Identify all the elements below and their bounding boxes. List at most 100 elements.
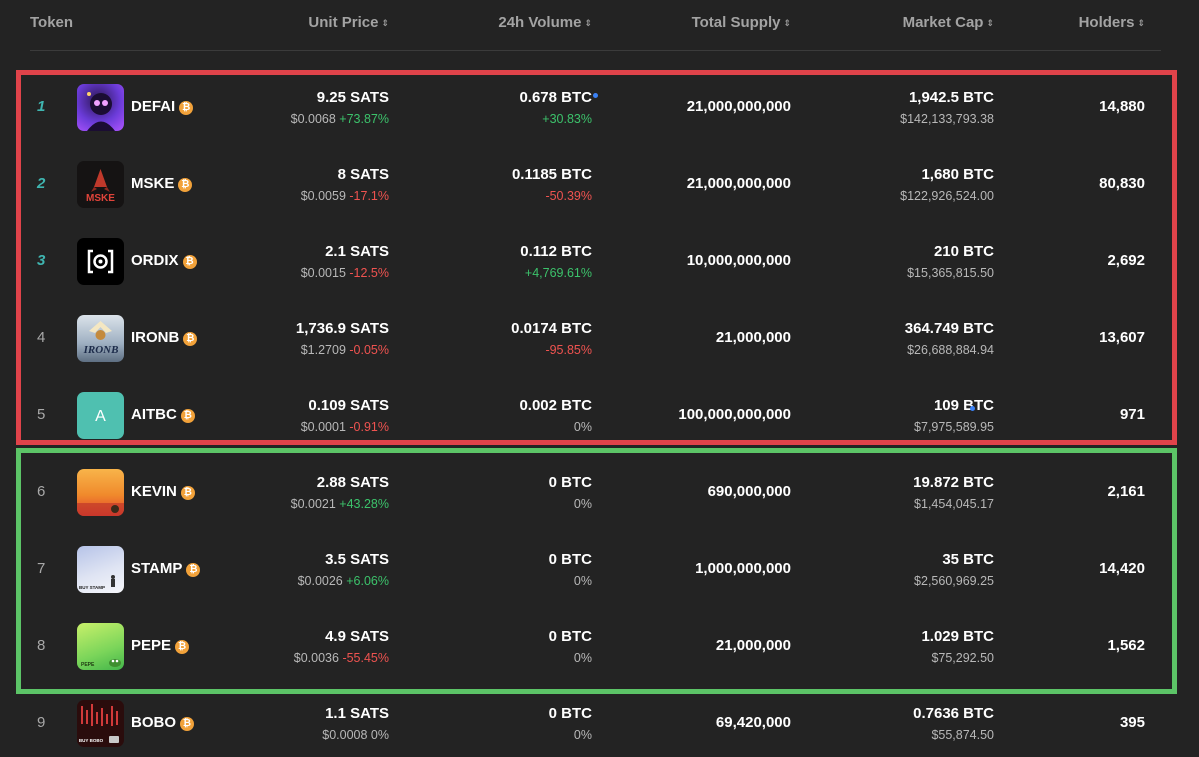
token-name[interactable]: ORDIX ₿ [131, 252, 197, 269]
volume-cell: 0 BTC 0% [548, 705, 592, 742]
unit-price-cell: 0.109 SATS $0.0001 -0.91% [300, 397, 389, 434]
stamp-logo-icon: BUY STAMP [77, 546, 124, 593]
sort-icon: ⇕ [783, 18, 791, 28]
bitcoin-icon: ₿ [180, 409, 195, 423]
sort-icon: ⇕ [584, 18, 592, 28]
rank: 6 [37, 483, 46, 500]
rank: 2 [37, 175, 46, 192]
defai-logo-icon [77, 84, 124, 131]
volume-cell: 0.678 BTC +30.83% [519, 89, 592, 126]
table-row[interactable]: 8 PEPE PEPE ₿ 4.9 SATS $0.0036 -55.45% 0 … [0, 608, 1199, 685]
header-token: Token [30, 14, 74, 31]
svg-text:BUY BOBO: BUY BOBO [79, 738, 104, 743]
sort-icon: ⇕ [986, 18, 994, 28]
market-cap-cell: 35 BTC $2,560,969.25 [914, 551, 994, 588]
volume-cell: 0.1185 BTC -50.39% [511, 166, 592, 203]
table-header: Token Unit Price ⇕ 24h Volume ⇕ Total Supp… [0, 0, 1199, 50]
header-volume-sort[interactable]: 24h Volume ⇕ [498, 14, 592, 31]
market-cap-cell: 1.029 BTC $75,292.50 [921, 628, 994, 665]
table-row[interactable]: 3 ORDIX ₿ 2.1 SATS $0.0015 -12.5% 0.112 B… [0, 223, 1199, 300]
volume-cell: 0 BTC 0% [548, 551, 592, 588]
bitcoin-icon: ₿ [180, 486, 195, 500]
bitcoin-icon: ₿ [182, 255, 197, 269]
rank: 1 [37, 98, 46, 115]
unit-price-cell: 1.1 SATS $0.0008 0% [322, 705, 389, 742]
header-divider [30, 50, 1161, 51]
holders: 395 [1119, 714, 1145, 731]
total-supply: 10,000,000,000 [686, 252, 791, 269]
svg-text:IRONB: IRONB [83, 344, 119, 356]
volume-cell: 0 BTC 0% [548, 628, 592, 665]
holders: 971 [1119, 406, 1145, 423]
bitcoin-icon: ₿ [178, 178, 193, 192]
svg-text:A: A [95, 408, 106, 425]
bobo-logo-icon: BUY BOBO [77, 700, 124, 747]
token-name[interactable]: BOBO ₿ [131, 714, 194, 731]
market-cap-cell: 1,942.5 BTC $142,133,793.38 [900, 89, 994, 126]
total-supply: 100,000,000,000 [678, 406, 791, 423]
rank: 8 [37, 637, 46, 654]
unit-price-cell: 3.5 SATS $0.0026 +6.06% [297, 551, 389, 588]
holders: 80,830 [1099, 175, 1145, 192]
indicator-dot [593, 93, 598, 98]
holders: 13,607 [1099, 329, 1145, 346]
sort-icon: ⇕ [381, 18, 389, 28]
aitbc-logo-icon: A [77, 392, 124, 439]
rank: 9 [37, 714, 46, 731]
unit-price-cell: 2.88 SATS $0.0021 +43.28% [290, 474, 389, 511]
holders: 1,562 [1107, 637, 1145, 654]
total-supply: 21,000,000,000 [686, 98, 791, 115]
total-supply: 1,000,000,000 [695, 560, 791, 577]
volume-cell: 0 BTC 0% [548, 474, 592, 511]
unit-price-cell: 4.9 SATS $0.0036 -55.45% [293, 628, 389, 665]
bitcoin-icon: ₿ [175, 640, 190, 654]
table-row[interactable]: 7 BUY STAMP STAMP ₿ 3.5 SATS $0.0026 +6.0… [0, 531, 1199, 608]
volume-cell: 0.002 BTC 0% [519, 397, 592, 434]
market-cap-cell: 1,680 BTC $122,926,524.00 [900, 166, 994, 203]
token-list: 1 DEFAI ₿ 9.25 SATS $0.0068 +73.87% 0.678… [0, 69, 1199, 757]
header-holders-sort[interactable]: Holders ⇕ [1078, 14, 1145, 31]
bitcoin-icon: ₿ [180, 717, 194, 731]
bitcoin-icon: ₿ [186, 563, 201, 577]
bitcoin-icon: ₿ [179, 101, 194, 115]
rank: 7 [37, 560, 46, 577]
svg-text:MSKE: MSKE [86, 193, 115, 204]
table-row[interactable]: 1 DEFAI ₿ 9.25 SATS $0.0068 +73.87% 0.678… [0, 69, 1199, 146]
total-supply: 21,000,000 [715, 637, 791, 654]
holders: 14,880 [1099, 98, 1145, 115]
volume-cell: 0.112 BTC +4,769.61% [520, 243, 592, 280]
svg-text:BUY STAMP: BUY STAMP [79, 585, 105, 590]
token-name[interactable]: PEPE ₿ [131, 637, 190, 654]
table-row[interactable]: 9 BUY BOBO BOBO ₿ 1.1 SATS $0.0008 0% [0, 685, 1199, 757]
token-name[interactable]: KEVIN ₿ [131, 483, 195, 500]
token-name[interactable]: DEFAI ₿ [131, 98, 194, 115]
header-unit-price-sort[interactable]: Unit Price ⇕ [308, 14, 389, 31]
svg-text:PEPE: PEPE [81, 662, 95, 668]
rank: 4 [37, 329, 46, 346]
unit-price-cell: 8 SATS $0.0059 -17.1% [300, 166, 389, 203]
token-name[interactable]: STAMP ₿ [131, 560, 201, 577]
unit-price-cell: 9.25 SATS $0.0068 +73.87% [290, 89, 389, 126]
holders: 2,692 [1107, 252, 1145, 269]
market-cap-cell: 109 BTC $7,975,589.95 [914, 397, 994, 434]
mske-logo-icon: MSKE [77, 161, 124, 208]
token-name[interactable]: MSKE ₿ [131, 175, 193, 192]
total-supply: 21,000,000,000 [686, 175, 791, 192]
table-row[interactable]: 2 MSKE MSKE ₿ 8 SATS $0.0059 -17.1% 0.118… [0, 146, 1199, 223]
table-row[interactable]: 5 A AITBC ₿ 0.109 SATS $0.0001 -0.91% 0.0… [0, 377, 1199, 454]
header-market-cap-sort[interactable]: Market Cap ⇕ [902, 14, 994, 31]
rank: 3 [37, 252, 46, 269]
ordix-logo-icon [77, 238, 124, 285]
kevin-logo-icon [77, 469, 124, 516]
table-row[interactable]: 4 IRONB IRONB ₿ 1,736.9 SATS $1.2709 -0.0… [0, 300, 1199, 377]
header-total-supply-sort[interactable]: Total Supply ⇕ [691, 14, 791, 31]
total-supply: 690,000,000 [707, 483, 791, 500]
holders: 2,161 [1107, 483, 1145, 500]
table-row[interactable]: 6 KEVIN ₿ 2.88 SATS $0.0021 +43.28% 0 BTC… [0, 454, 1199, 531]
unit-price-cell: 1,736.9 SATS $1.2709 -0.05% [295, 320, 389, 357]
market-cap-cell: 0.7636 BTC $55,874.50 [913, 705, 994, 742]
volume-cell: 0.0174 BTC -95.85% [511, 320, 592, 357]
token-name[interactable]: IRONB ₿ [131, 329, 198, 346]
token-name[interactable]: AITBC ₿ [131, 406, 195, 423]
